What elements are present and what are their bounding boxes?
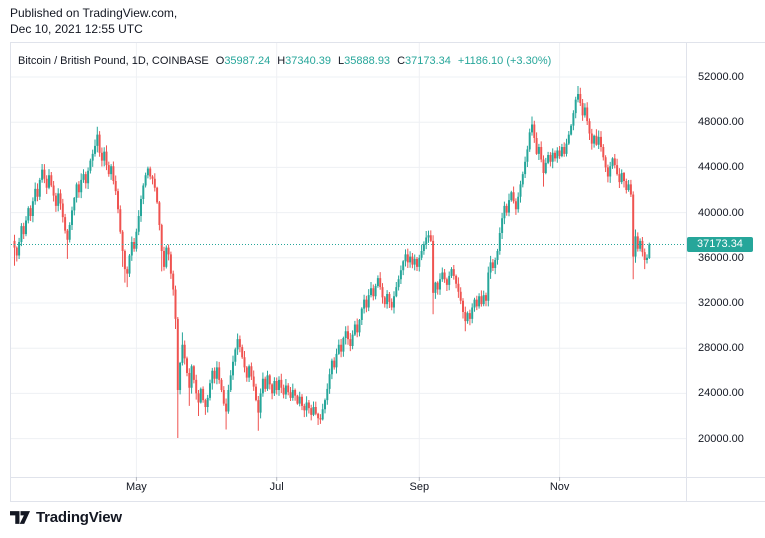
h-gridlines (11, 76, 686, 440)
chart-legend: Bitcoin / British Pound, 1D, COINBASE O35… (18, 55, 551, 67)
price-scale-label: 32000.00 (698, 297, 744, 309)
change-readout: +1186.10 (+3.30%) (457, 55, 552, 67)
price-scale-label: 20000.00 (698, 432, 744, 445)
ohlc-letter: O (215, 55, 225, 67)
ohlc-letter: L (338, 55, 345, 67)
chart-widget: Bitcoin / British Pound, 1D, COINBASE O35… (10, 42, 765, 502)
ohlc-value: 35987.24 (224, 55, 271, 67)
price-scale-label: 40000.00 (698, 206, 744, 219)
time-ticks (135, 477, 561, 481)
price-scale-label: 44000.00 (698, 161, 744, 174)
ohlc-readout: O35987.24 H37340.39 L35888.93 C37173.34 (209, 55, 451, 67)
time-scale-label: Sep (409, 481, 430, 493)
price-scale-label: 36000.00 (698, 251, 744, 264)
last-price-label: 37173.34 (687, 237, 753, 252)
tradingview-logo-text: TradingView (36, 509, 122, 526)
published-note: Published on TradingView.com, Dec 10, 20… (10, 5, 177, 37)
price-scale-label: 24000.00 (698, 387, 744, 400)
price-scale-label: 48000.00 (698, 116, 744, 129)
up-candles (18, 86, 651, 421)
time-scale-label: May (126, 481, 147, 493)
price-scale-label: 28000.00 (698, 342, 744, 355)
ohlc-letter: C (397, 55, 406, 67)
symbol-title: Bitcoin / British Pound, 1D, COINBASE (18, 55, 209, 67)
tradingview-logo-icon (10, 511, 30, 524)
v-gridlines (135, 43, 561, 477)
price-chart-canvas[interactable] (11, 43, 765, 501)
ohlc-value: 35888.93 (344, 55, 391, 67)
time-scale-label: Jul (269, 481, 284, 493)
tradingview-logo[interactable]: TradingView (10, 509, 122, 526)
ohlc-value: 37340.39 (285, 55, 332, 67)
price-scale-label: 52000.00 (698, 71, 744, 83)
ohlc-letter: H (277, 55, 286, 67)
published-line2: Dec 10, 2021 12:55 UTC (10, 22, 143, 36)
time-scale-label: Nov (549, 481, 570, 493)
ohlc-value: 37173.34 (405, 55, 451, 67)
published-line1: Published on TradingView.com, (10, 6, 178, 20)
time-scale[interactable]: May Jul Sep Nov (11, 478, 765, 501)
